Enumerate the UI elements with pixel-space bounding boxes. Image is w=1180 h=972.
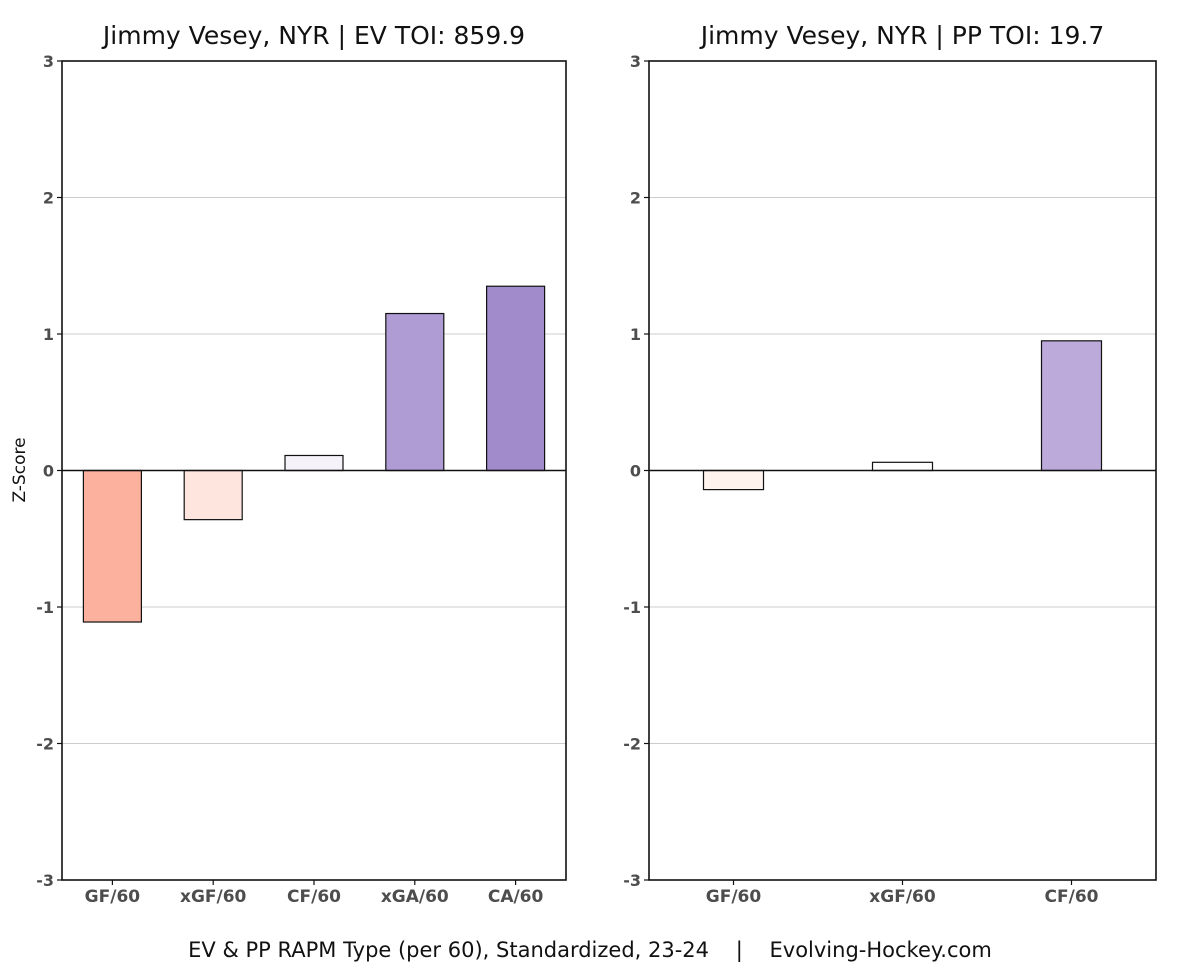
- pp-y-tick-label: 1: [630, 325, 641, 344]
- ev-y-tick-label: 1: [43, 325, 54, 344]
- pp-x-tick-label: GF/60: [706, 887, 762, 907]
- ev-bar-xga-60: [385, 312, 445, 472]
- y-axis-label: Z-Score: [10, 437, 30, 502]
- pp-y-tick-label: 3: [630, 52, 641, 71]
- ev-y-tick-label: -3: [36, 871, 54, 890]
- pp-y-tick-label: 0: [630, 462, 641, 481]
- pp-bar-gf-60: [702, 469, 765, 491]
- ev-x-tick-label: xGF/60: [180, 887, 247, 907]
- pp-y-tick-label: -1: [623, 598, 641, 617]
- ev-y-tick-label: -2: [36, 735, 54, 754]
- ev-y-tick-label: 0: [43, 462, 54, 481]
- ev-rapm-panel: Jimmy Vesey, NYR | EV TOI: 859.9 3 2 1 0 -1 -2…: [36, 21, 567, 907]
- ev-plot-frame: [61, 60, 567, 881]
- pp-y-tick-label: -2: [623, 735, 641, 754]
- ev-x-tick-label: CF/60: [287, 887, 341, 907]
- ev-y-tick-label: 2: [43, 189, 54, 208]
- ev-y-tick-label: 3: [43, 52, 54, 71]
- ev-panel-title: Jimmy Vesey, NYR | EV TOI: 859.9: [101, 21, 525, 50]
- figure-caption: EV & PP RAPM Type (per 60), Standardized…: [188, 938, 992, 963]
- pp-rapm-panel: Jimmy Vesey, NYR | PP TOI: 19.7 3 2 1 0 -1 -2 -…: [623, 21, 1157, 907]
- pp-x-tick-label: xGF/60: [869, 887, 936, 907]
- pp-bar-xgf-60: [871, 461, 934, 472]
- ev-y-tick-label: -1: [36, 598, 54, 617]
- pp-bar-cf-60: [1040, 340, 1103, 472]
- pp-panel-title: Jimmy Vesey, NYR | PP TOI: 19.7: [699, 21, 1105, 50]
- pp-x-tick-label: CF/60: [1045, 887, 1099, 907]
- pp-y-tick-label: 2: [630, 189, 641, 208]
- ev-bar-ca-60: [486, 285, 546, 472]
- pp-y-tick-label: -3: [623, 871, 641, 890]
- ev-x-tick-label: CA/60: [488, 887, 544, 907]
- ev-bar-xgf-60: [183, 469, 243, 521]
- ev-bar-cf-60: [284, 454, 344, 472]
- pp-plot-frame: [648, 60, 1157, 881]
- ev-bar-gf-60: [82, 469, 143, 623]
- ev-x-tick-label: GF/60: [85, 887, 141, 907]
- ev-x-tick-label: xGA/60: [381, 887, 449, 907]
